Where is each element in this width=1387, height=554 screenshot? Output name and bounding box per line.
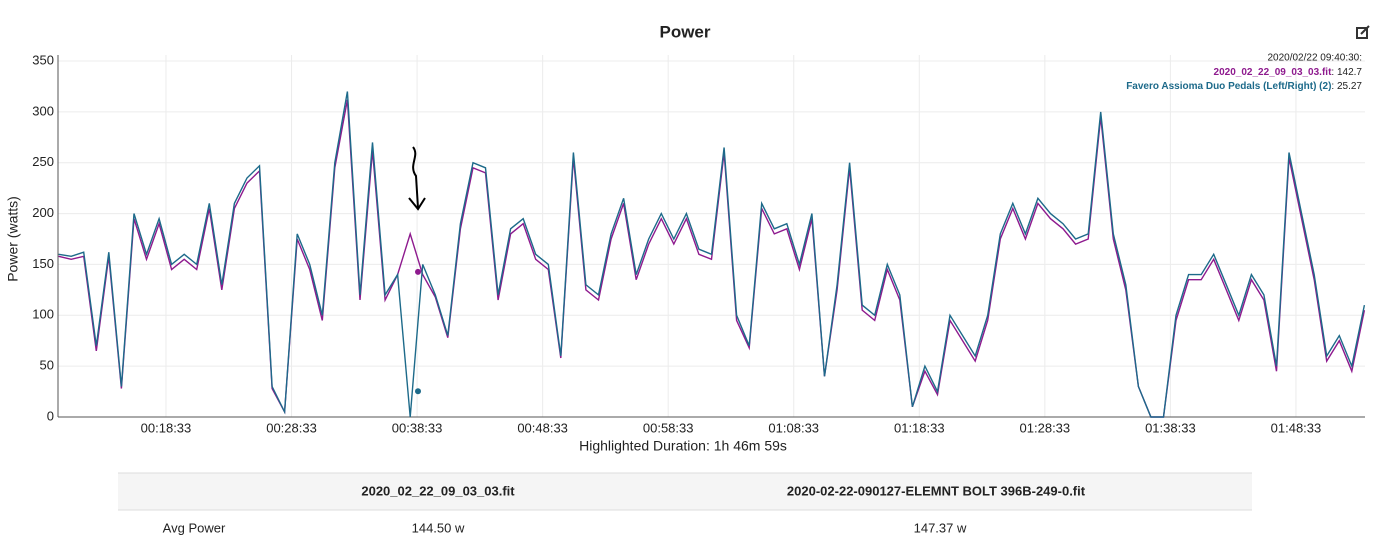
x-tick-label: 01:28:33 <box>1020 420 1071 435</box>
y-tick-label: 250 <box>32 154 54 169</box>
table-header-bg <box>118 473 1252 510</box>
tooltip-row: Favero Assioma Duo Pedals (Left/Right) (… <box>1126 81 1362 92</box>
tooltip-series: Favero Assioma Duo Pedals (Left/Right) (… <box>1126 81 1331 92</box>
y-tick-label: 300 <box>32 103 54 118</box>
x-tick-label: 00:18:33 <box>141 420 192 435</box>
series-line <box>58 91 1366 418</box>
chart-title: Power <box>659 22 710 41</box>
tooltip-value: 142.7 <box>1337 67 1362 78</box>
table-header: 2020-02-22-090127-ELEMNT BOLT 396B-249-0… <box>787 483 1086 498</box>
table-cell: 144.50 w <box>412 520 465 535</box>
y-tick-label: 200 <box>32 205 54 220</box>
y-tick-label: 0 <box>47 408 54 423</box>
y-tick-label: 50 <box>40 358 54 373</box>
x-tick-label: 00:38:33 <box>392 420 443 435</box>
tooltip-time: 2020/02/22 09:40:30: <box>1267 53 1362 64</box>
x-tick-label: 00:58:33 <box>643 420 694 435</box>
x-tick-label: 00:48:33 <box>517 420 568 435</box>
table-cell: 147.37 w <box>914 520 967 535</box>
hover-point <box>415 268 421 275</box>
annotation-arrow <box>412 146 419 209</box>
y-axis-label: Power (watts) <box>5 196 21 282</box>
table-cell: Avg Power <box>163 520 226 535</box>
y-tick-label: 100 <box>32 307 54 322</box>
annotation-arrowhead <box>408 197 426 211</box>
x-tick-label: 01:48:33 <box>1271 420 1322 435</box>
y-tick-label: 350 <box>32 52 54 67</box>
series-line <box>58 99 1366 418</box>
x-tick-label: 01:08:33 <box>768 420 819 435</box>
hover-point <box>415 388 421 395</box>
x-tick-label: 00:28:33 <box>266 420 317 435</box>
x-tick-label: 01:38:33 <box>1145 420 1196 435</box>
tooltip-value: 25.27 <box>1337 81 1362 92</box>
x-axis-label: Highlighted Duration: 1h 46m 59s <box>579 438 787 454</box>
edit-icon[interactable] <box>1356 25 1370 39</box>
table-header: 2020_02_22_09_03_03.fit <box>361 483 515 498</box>
tooltip-row: 2020_02_22_09_03_03.fit: 142.7 <box>1214 67 1363 78</box>
x-tick-label: 01:18:33 <box>894 420 945 435</box>
y-tick-label: 150 <box>32 256 54 271</box>
tooltip-series: 2020_02_22_09_03_03.fit <box>1214 67 1333 78</box>
